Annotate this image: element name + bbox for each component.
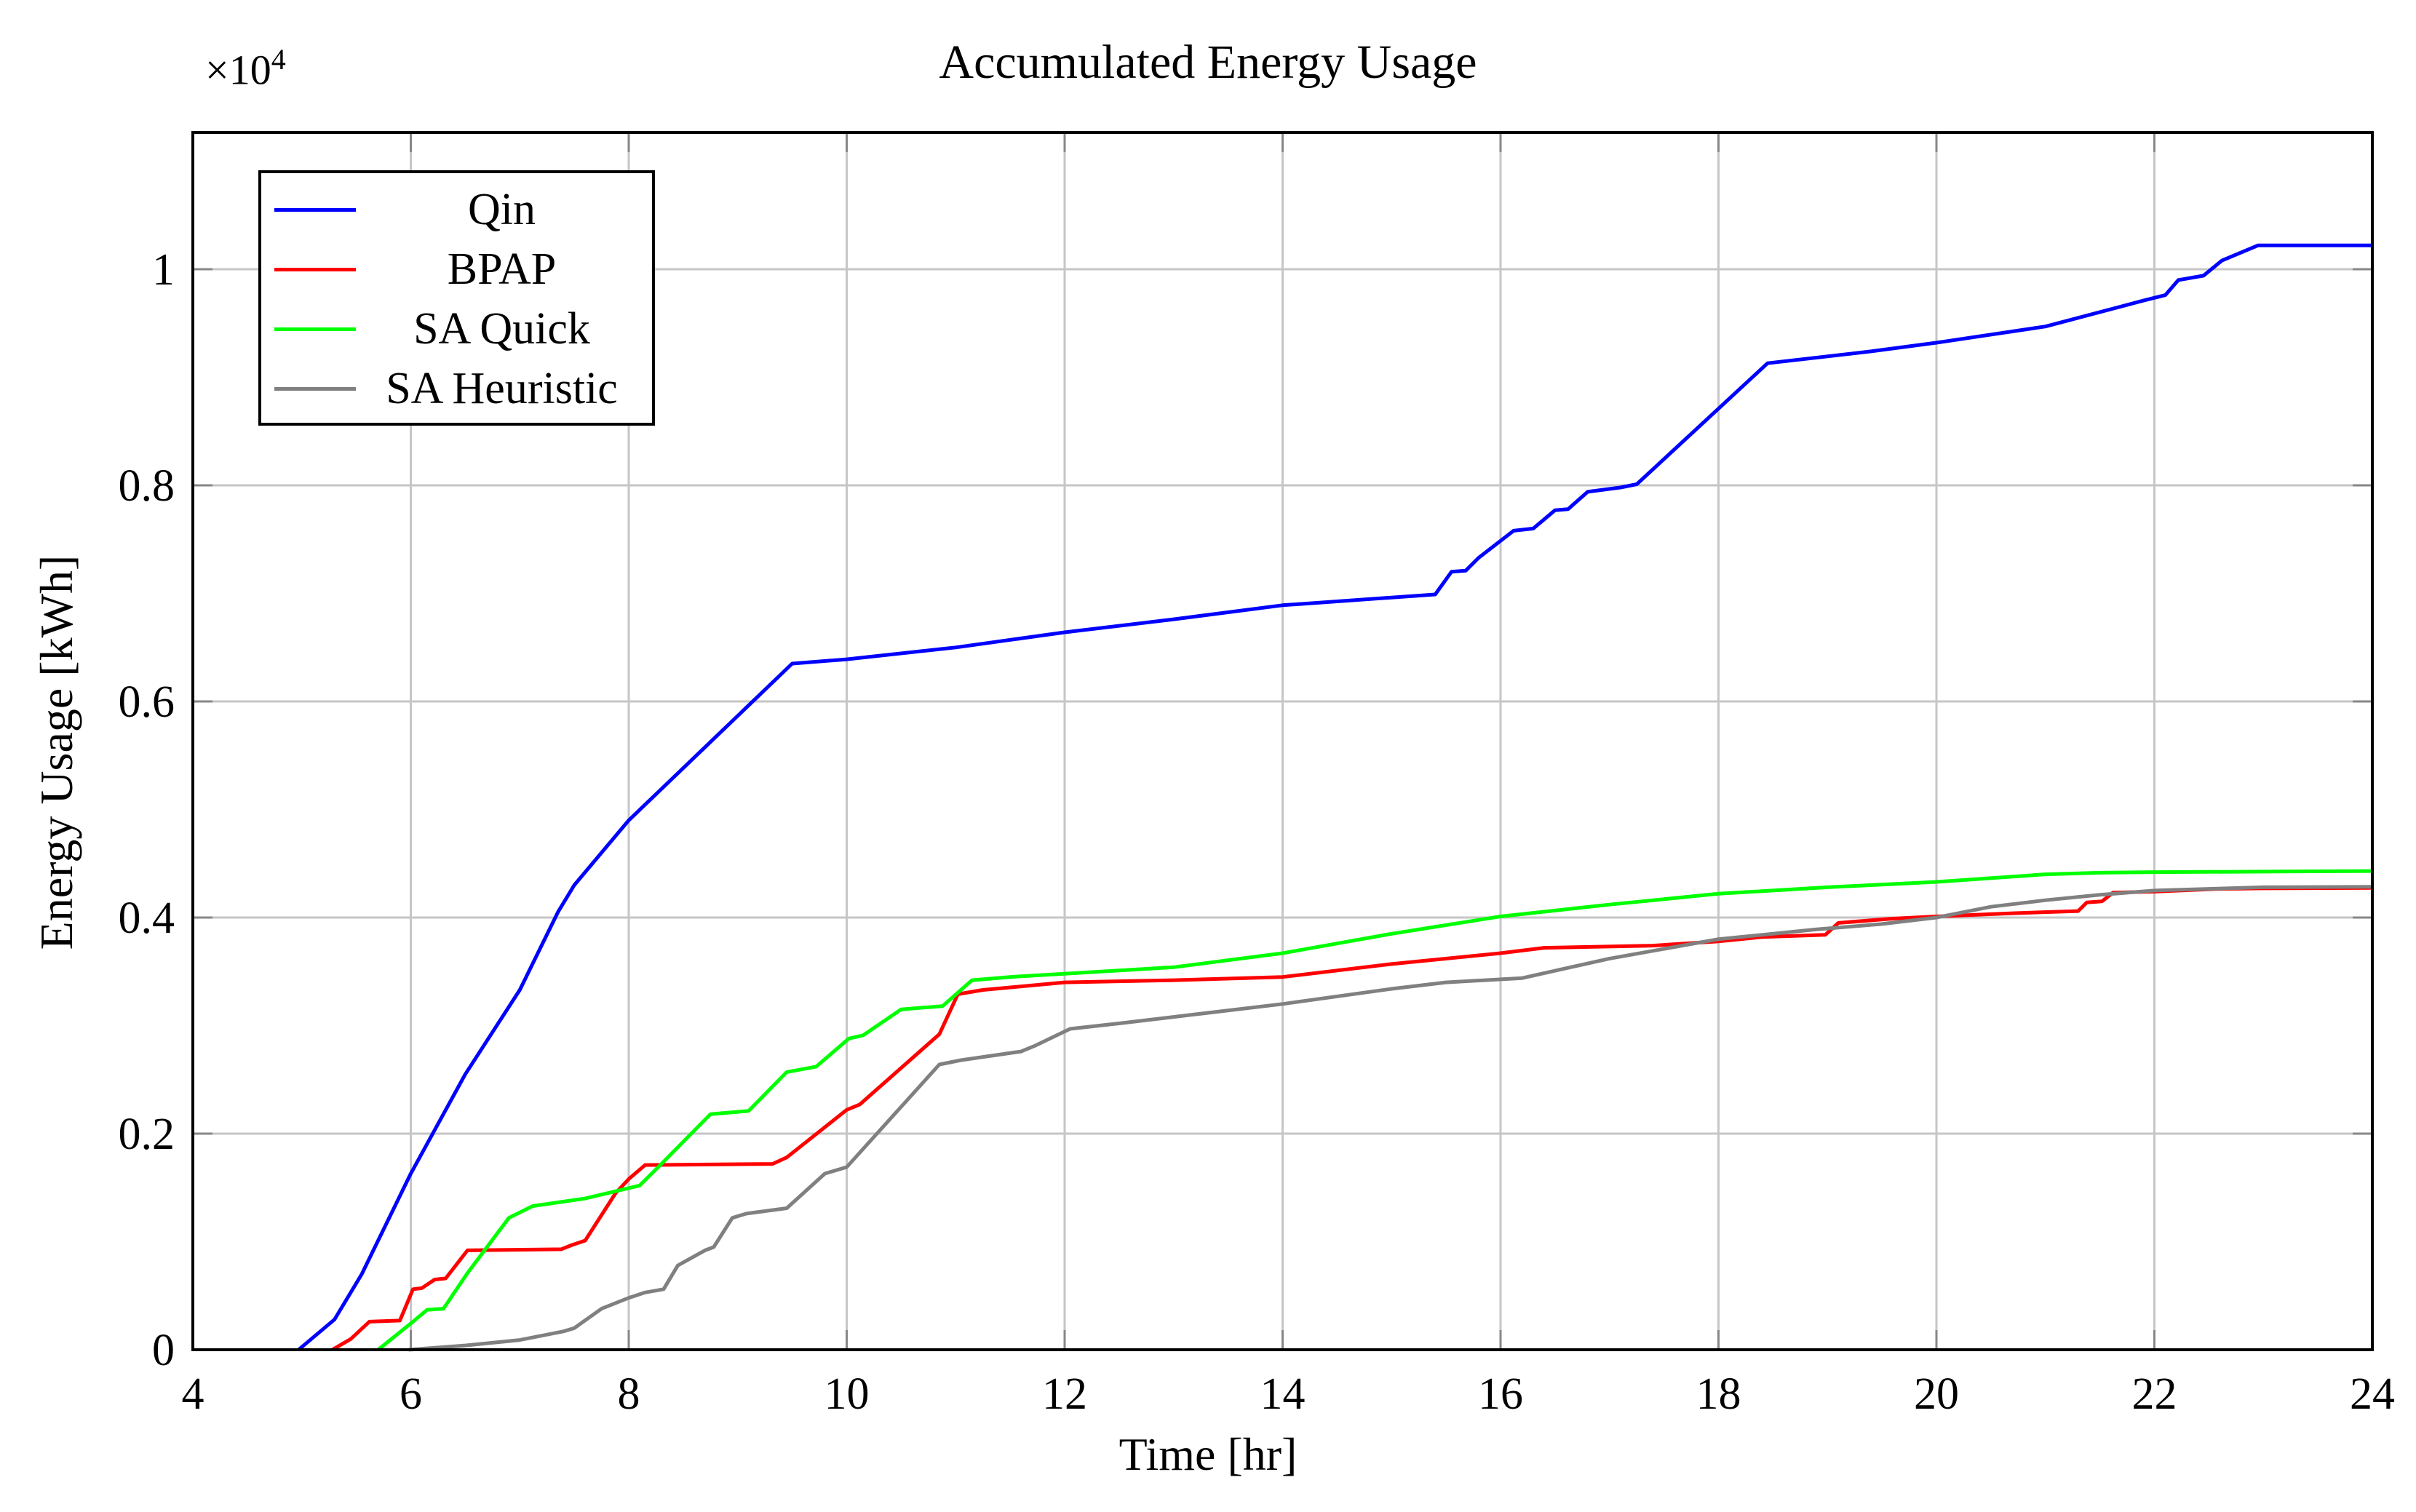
y-tick-label: 0.6 [119, 677, 175, 727]
x-tick-label: 16 [1478, 1369, 1523, 1419]
y-tick-label: 0 [152, 1326, 175, 1375]
series-line-bpap [331, 886, 2373, 1352]
legend-color-bar [274, 267, 356, 271]
x-tick-label: 14 [1260, 1369, 1306, 1419]
legend-row: SA Heuristic [261, 359, 652, 418]
x-tick-label: 4 [182, 1369, 204, 1419]
y-axis-label: Energy Usage [kWh] [31, 554, 82, 950]
x-tick-label: 24 [2350, 1369, 2395, 1419]
series-line-sa-quick [377, 869, 2373, 1351]
y-axis-multiplier: ×104 [205, 42, 286, 94]
x-tick-label: 12 [1042, 1369, 1087, 1419]
y-tick-label: 0.2 [119, 1110, 175, 1159]
y-tick-label: 0.8 [119, 461, 175, 511]
y-axis-multiplier-exponent: 4 [271, 43, 286, 76]
series-line-qin [297, 243, 2372, 1351]
legend-sample-line [261, 207, 370, 212]
legend-color-bar [274, 327, 356, 331]
x-tick-label: 10 [824, 1369, 870, 1419]
legend-label: BPAP [447, 244, 557, 294]
legend-label: SA Heuristic [386, 363, 618, 413]
legend-row: Qin [261, 180, 652, 239]
legend-sample-line [261, 386, 370, 391]
legend-row: SA Quick [261, 299, 652, 359]
legend-label: SA Quick [413, 303, 590, 354]
legend-color-bar [274, 207, 356, 212]
x-tick-label: 18 [1696, 1369, 1741, 1419]
legend-label: Qin [468, 184, 536, 234]
chart-title: Accumulated Energy Usage [939, 36, 1477, 89]
series-line-sa-heuristic [408, 885, 2373, 1352]
x-tick-label: 20 [1914, 1369, 1959, 1419]
legend: Qin BPAP SA Quick SA Heuristic [258, 170, 655, 426]
legend-color-bar [274, 386, 356, 391]
x-tick-label: 8 [618, 1369, 640, 1419]
y-tick-label: 1 [152, 245, 175, 295]
y-axis-multiplier-base: ×10 [205, 46, 271, 94]
x-tick-label: 22 [2132, 1369, 2177, 1419]
x-axis-label: Time [hr] [1118, 1428, 1298, 1480]
y-tick-label: 0.4 [119, 894, 175, 943]
legend-sample-line [261, 267, 370, 271]
x-tick-label: 6 [400, 1369, 422, 1419]
plot-frame [191, 131, 2374, 1351]
legend-sample-line [261, 327, 370, 331]
legend-row: BPAP [261, 239, 652, 299]
